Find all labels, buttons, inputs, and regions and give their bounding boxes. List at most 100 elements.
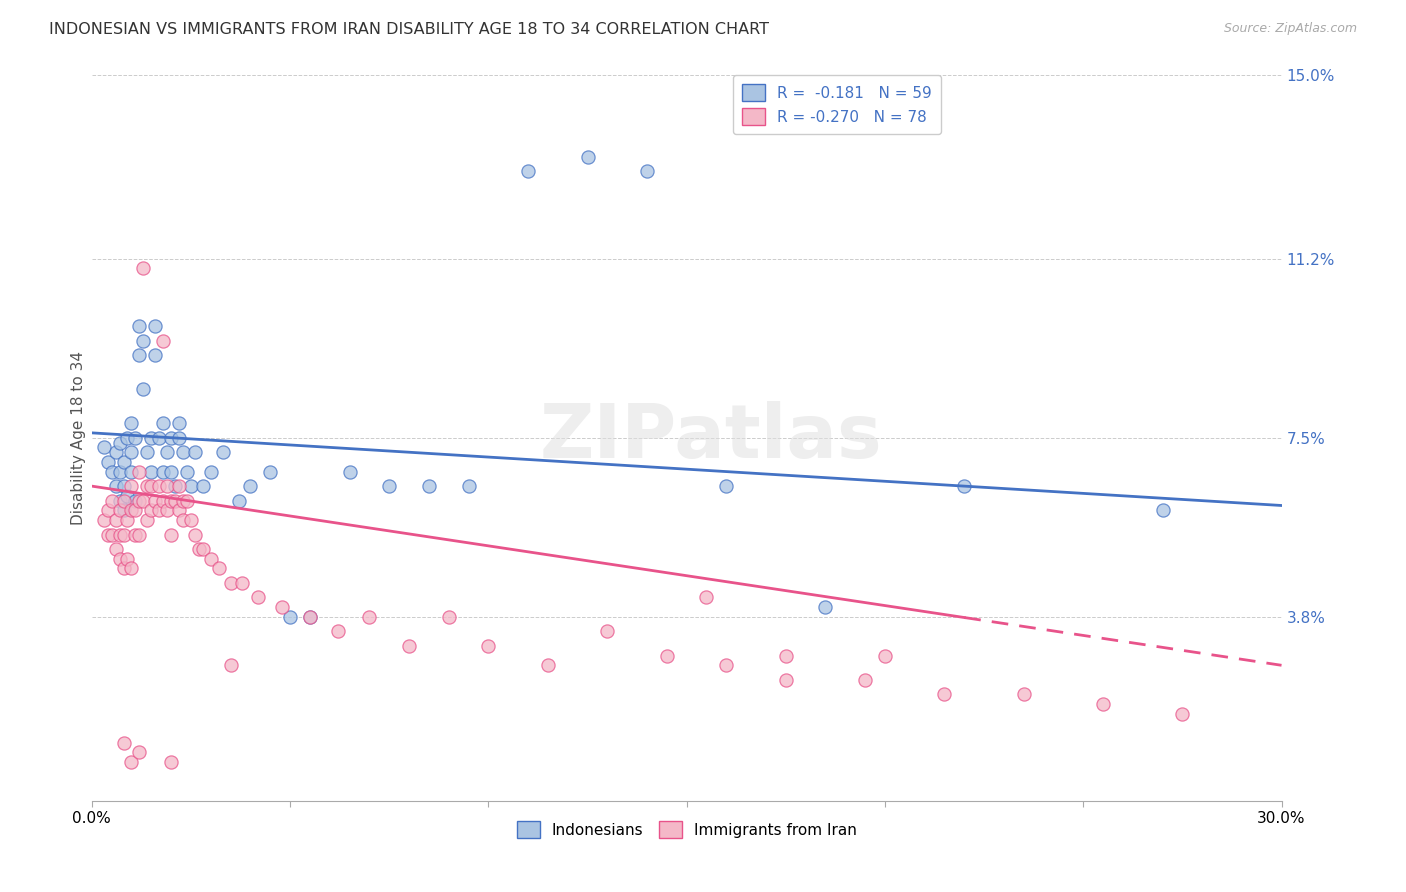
Point xyxy=(108,527,131,541)
Point xyxy=(211,445,233,459)
Point xyxy=(104,513,127,527)
Point xyxy=(108,493,131,508)
Point xyxy=(359,610,381,624)
Point xyxy=(117,431,139,445)
Point xyxy=(176,465,198,479)
Point xyxy=(152,416,174,430)
Point xyxy=(418,479,440,493)
Point xyxy=(239,479,262,493)
Point xyxy=(112,527,135,541)
Point xyxy=(120,561,142,575)
Point xyxy=(132,493,155,508)
Point xyxy=(124,493,146,508)
Point xyxy=(120,479,142,493)
Point xyxy=(1092,697,1115,711)
Point xyxy=(167,431,190,445)
Point xyxy=(160,527,183,541)
Point xyxy=(128,493,150,508)
Point xyxy=(117,489,139,503)
Point xyxy=(953,479,976,493)
Point xyxy=(271,600,294,615)
Point xyxy=(298,610,321,624)
Point xyxy=(278,610,301,624)
Point xyxy=(120,503,142,517)
Point xyxy=(200,551,222,566)
Point xyxy=(716,658,738,673)
Point xyxy=(120,445,142,459)
Point xyxy=(108,435,131,450)
Point xyxy=(200,465,222,479)
Point xyxy=(477,639,499,653)
Point xyxy=(219,658,242,673)
Point xyxy=(378,479,401,493)
Point xyxy=(117,551,139,566)
Point xyxy=(167,503,190,517)
Point xyxy=(120,416,142,430)
Point xyxy=(160,493,183,508)
Point xyxy=(128,348,150,362)
Point xyxy=(191,479,214,493)
Point xyxy=(120,755,142,769)
Point xyxy=(176,493,198,508)
Point xyxy=(160,465,183,479)
Point xyxy=(165,479,187,493)
Point xyxy=(156,479,179,493)
Text: ZIPatlas: ZIPatlas xyxy=(538,401,882,475)
Point xyxy=(228,493,250,508)
Point xyxy=(172,513,194,527)
Point xyxy=(873,648,896,663)
Point xyxy=(108,465,131,479)
Point xyxy=(141,503,163,517)
Point xyxy=(143,348,166,362)
Point xyxy=(132,382,155,396)
Point xyxy=(112,736,135,750)
Point xyxy=(814,600,837,615)
Point xyxy=(100,465,122,479)
Point xyxy=(93,441,115,455)
Point xyxy=(141,479,163,493)
Point xyxy=(160,755,183,769)
Point xyxy=(537,658,560,673)
Point xyxy=(1012,687,1035,701)
Point xyxy=(167,479,190,493)
Point xyxy=(716,479,738,493)
Point xyxy=(136,479,159,493)
Point xyxy=(141,431,163,445)
Point xyxy=(97,455,120,469)
Point xyxy=(156,503,179,517)
Point xyxy=(148,479,170,493)
Point xyxy=(152,493,174,508)
Point xyxy=(117,513,139,527)
Point xyxy=(112,455,135,469)
Point xyxy=(695,591,717,605)
Text: INDONESIAN VS IMMIGRANTS FROM IRAN DISABILITY AGE 18 TO 34 CORRELATION CHART: INDONESIAN VS IMMIGRANTS FROM IRAN DISAB… xyxy=(49,22,769,37)
Point xyxy=(775,673,797,687)
Point xyxy=(112,493,135,508)
Point xyxy=(167,416,190,430)
Point xyxy=(128,465,150,479)
Point xyxy=(124,431,146,445)
Point xyxy=(231,576,253,591)
Point xyxy=(775,648,797,663)
Point xyxy=(112,503,135,517)
Point xyxy=(143,493,166,508)
Point xyxy=(97,503,120,517)
Point xyxy=(108,503,131,517)
Point xyxy=(187,542,209,557)
Point xyxy=(165,493,187,508)
Point xyxy=(132,261,155,276)
Point xyxy=(208,561,231,575)
Point xyxy=(100,527,122,541)
Point xyxy=(457,479,479,493)
Point xyxy=(576,150,599,164)
Point xyxy=(156,445,179,459)
Point xyxy=(124,527,146,541)
Point xyxy=(172,493,194,508)
Point xyxy=(143,319,166,334)
Legend: Indonesians, Immigrants from Iran: Indonesians, Immigrants from Iran xyxy=(510,815,863,844)
Point xyxy=(1171,706,1194,721)
Point xyxy=(108,551,131,566)
Point xyxy=(152,334,174,348)
Point xyxy=(1152,503,1174,517)
Point xyxy=(655,648,678,663)
